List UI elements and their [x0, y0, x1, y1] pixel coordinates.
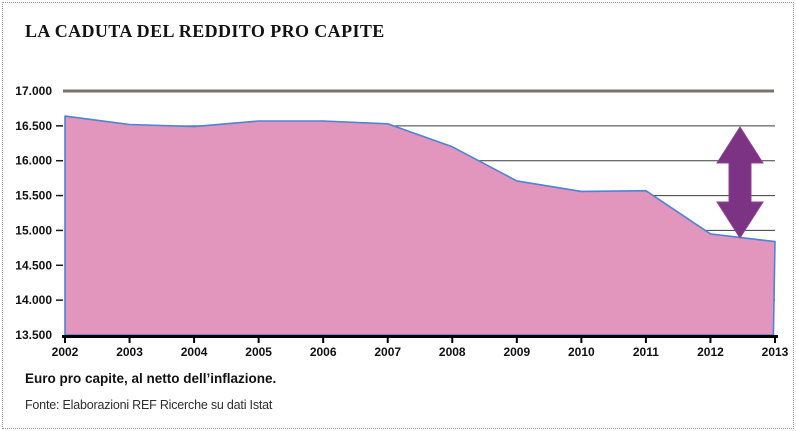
- y-tick-label: 17.000: [15, 84, 52, 98]
- income-area-series: [64, 115, 776, 336]
- x-tick-label: 2003: [116, 345, 143, 359]
- x-tick-label: 2011: [633, 345, 659, 359]
- y-tick-label: 14.500: [15, 258, 52, 272]
- x-tick-label: 2013: [762, 345, 789, 359]
- x-tick-label: 2007: [374, 345, 401, 359]
- x-tick-label: 2009: [503, 345, 530, 359]
- x-tick-label: 2002: [52, 345, 79, 359]
- x-tick-label: 2012: [697, 345, 724, 359]
- y-tick-label: 13.500: [15, 328, 52, 342]
- y-tick-label: 14.000: [15, 293, 52, 307]
- y-tick-label: 15.500: [15, 189, 52, 203]
- y-tick-label: 15.000: [15, 223, 52, 237]
- drop-arrow-icon: [716, 126, 764, 239]
- x-tick-label: 2005: [245, 345, 272, 359]
- x-tick-label: 2008: [439, 345, 466, 359]
- x-tick-label: 2010: [568, 345, 595, 359]
- x-tick-label: 2004: [181, 345, 208, 359]
- x-tick-label: 2006: [310, 345, 337, 359]
- y-tick-label: 16.500: [15, 119, 52, 133]
- page-title: LA CADUTA DEL REDDITO PRO CAPITE: [25, 21, 385, 41]
- y-tick-label: 16.000: [15, 154, 52, 168]
- chart-source: Fonte: Elaborazioni REF Ricerche su dati…: [25, 398, 273, 412]
- chart-note: Euro pro capite, al netto dell’inflazion…: [25, 371, 277, 386]
